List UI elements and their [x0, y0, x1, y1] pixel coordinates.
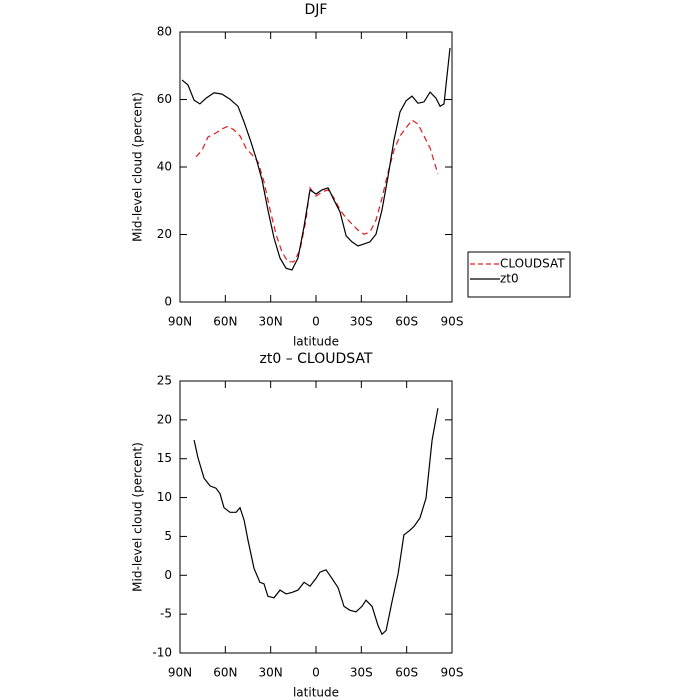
- y-tick-label: 5: [164, 529, 172, 543]
- x-tick-label: 0: [312, 315, 320, 329]
- series-line: [193, 408, 439, 636]
- x-tick-label: 60S: [395, 315, 418, 329]
- chart-title: DJF: [305, 2, 328, 18]
- y-tick-label: 10: [157, 490, 172, 504]
- y-tick-label: 40: [157, 160, 172, 174]
- legend-label: zt0: [500, 272, 519, 286]
- y-tick-label: 60: [157, 92, 172, 106]
- x-tick-label: 90N: [168, 666, 192, 680]
- y-tick-label: -10: [152, 646, 172, 660]
- x-tick-label: 0: [312, 666, 320, 680]
- y-tick-label: 0: [164, 295, 172, 309]
- y-tick-label: 20: [157, 412, 172, 426]
- series-line: [181, 47, 451, 271]
- series-line: [195, 119, 439, 263]
- x-tick-label: 90S: [441, 666, 464, 680]
- y-tick-label: 20: [157, 227, 172, 241]
- legend-box: [467, 251, 571, 298]
- legend-label: CLOUDSAT: [500, 257, 565, 271]
- y-axis-label: Mid-level cloud (percent): [131, 442, 145, 592]
- y-axis-label: Mid-level cloud (percent): [131, 92, 145, 242]
- y-tick-label: 25: [157, 374, 172, 388]
- y-tick-label: 15: [157, 451, 172, 465]
- x-tick-label: 30N: [259, 666, 283, 680]
- x-tick-label: 60N: [213, 315, 237, 329]
- plot-frame: [179, 31, 453, 303]
- y-tick-label: 0: [164, 568, 172, 582]
- y-tick-label: 80: [157, 25, 172, 39]
- x-tick-label: 60N: [213, 666, 237, 680]
- x-tick-label: 30N: [259, 315, 283, 329]
- x-tick-label: 90S: [441, 315, 464, 329]
- x-tick-label: 60S: [395, 666, 418, 680]
- chart-title: zt0 – CLOUDSAT: [260, 351, 373, 367]
- x-tick-label: 30S: [350, 666, 373, 680]
- y-tick-label: -5: [160, 607, 172, 621]
- x-axis-label: latitude: [293, 686, 339, 700]
- x-axis-label: latitude: [293, 335, 339, 349]
- x-tick-label: 30S: [350, 315, 373, 329]
- x-tick-label: 90N: [168, 315, 192, 329]
- plot-frame: [179, 380, 453, 654]
